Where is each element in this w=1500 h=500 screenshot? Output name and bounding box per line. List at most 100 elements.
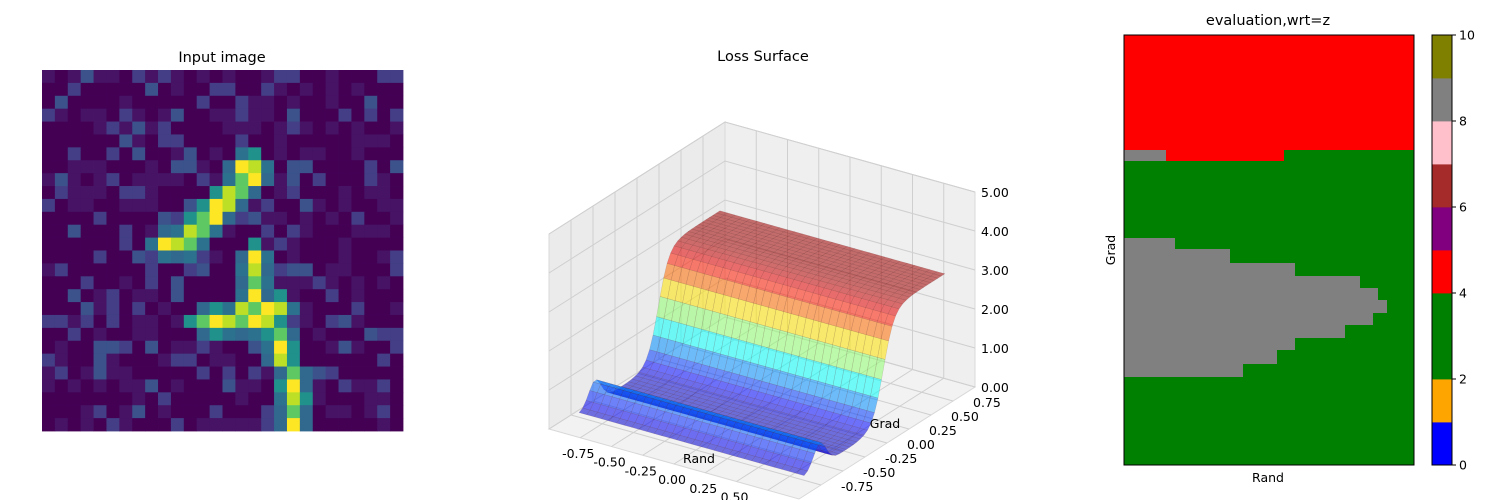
pixel-cell [338,392,352,406]
pixel-cell [222,263,236,277]
pixel-cell [54,418,69,432]
pixel-cell [42,82,56,97]
surface-patch [884,313,896,327]
pixel-cell [170,186,185,200]
pixel-cell [338,379,352,393]
surface-patch [806,442,819,454]
pixel-cell [235,418,249,432]
pixel-cell [222,353,236,367]
pixel-cell [299,198,314,213]
pixel-cell [145,198,159,213]
pixel-cell [261,237,275,251]
pixel-cell [80,263,94,277]
pixel-cell [183,237,198,251]
pixel-cell [158,237,172,251]
pixel-cell [93,263,107,277]
pixel-cell [338,289,352,303]
pixel-cell [67,302,82,316]
pixel-cell [364,160,378,174]
pixel-cell [106,276,120,290]
pixel-cell [248,186,262,200]
pixel-cell [274,70,288,84]
pixel-cell [106,198,120,213]
pixel-cell [235,121,249,135]
pixel-cell [286,250,301,264]
pixel-cell [170,353,185,367]
pixel-cell [106,405,120,419]
loss-surface-3d: -0.75-0.50-0.250.000.250.500.75-0.75-0.5… [547,121,1009,500]
pixel-cell [390,327,404,342]
pixel-cell [286,134,301,148]
pixel-cell [299,263,314,277]
pixel-cell [145,366,159,380]
pixel-cell [42,340,56,355]
pixel-cell [338,147,352,161]
pixel-cell [222,70,236,84]
pixel-cell [158,211,172,226]
pixel-cell [106,211,120,226]
pixel-cell [274,289,288,303]
surface-patch [887,306,900,317]
pixel-cell [93,211,107,226]
pixel-cell [235,160,249,174]
colorbar-tick-label: 2 [1459,372,1467,387]
pixel-cell [390,353,404,367]
pixel-cell [183,314,198,329]
pixel-cell [325,95,339,110]
pixel-cell [119,237,133,251]
pixel-cell [132,340,146,355]
pixel-cell [158,340,172,355]
y-tick-label: -0.25 [885,451,917,466]
pixel-cell [390,250,404,264]
pixel-cell [80,82,94,97]
pixel-cell [222,418,236,432]
pixel-cell [222,340,236,355]
colorbar-tick-label: 4 [1459,286,1467,301]
pixel-cell [132,327,146,342]
pixel-cell [54,160,69,174]
pixel-cell [170,121,185,135]
pixel-cell [274,379,288,393]
pixel-cell [299,173,314,187]
pixel-cell [67,392,82,406]
pixel-cell [54,405,69,419]
pixel-cell [248,173,262,187]
pixel-cell [390,121,404,135]
pixel-cell [248,82,262,97]
pixel-cell [80,405,94,419]
pixel-cell [338,302,352,316]
pixel-cell [196,250,210,264]
pixel-cell [42,302,56,316]
grid-line [548,199,976,313]
pixel-cell [312,314,327,329]
pixel-cell [364,340,378,355]
pixel-cell [42,418,56,432]
pixel-cell [325,250,339,264]
pixel-cell [67,327,82,342]
pixel-cell [93,289,107,303]
pixel-cell [183,302,198,316]
x-tick-label: -0.25 [625,463,657,478]
pixel-cell [119,405,133,419]
pixel-cell [93,340,107,355]
pixel-cell [209,224,223,238]
pixel-cell [145,392,159,406]
pixel-cell [196,82,210,97]
pixel-cell [119,250,133,264]
pixel-cell [119,134,133,148]
pixel-cell [67,186,82,200]
pixel-cell [106,82,120,97]
pixel-cell [145,327,159,342]
pixel-cell [351,224,365,238]
pixel-cell [364,237,378,251]
pixel-cell [209,353,223,367]
pixel-cell [158,353,172,367]
pixel-cell [222,134,236,148]
pixel-cell [93,302,107,316]
pixel-cell [132,289,146,303]
z-tick-label: 4.00 [981,224,1009,239]
pixel-cell [183,160,198,174]
surface-patch [799,461,812,472]
pixel-cell [170,250,185,264]
pixel-cell [209,302,223,316]
